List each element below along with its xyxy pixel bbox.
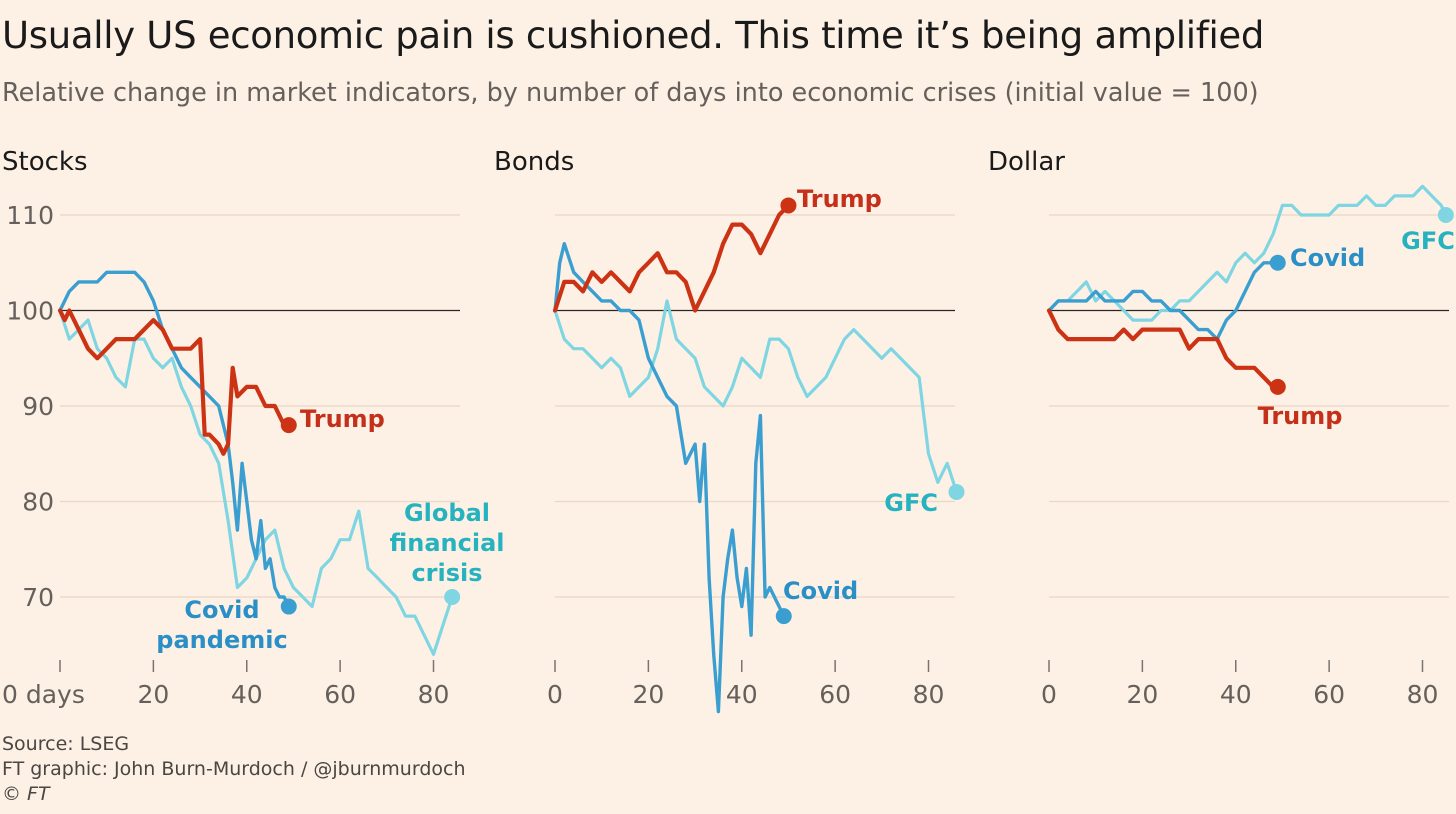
copyright-note: © FT <box>2 783 50 805</box>
series-line-dollar-trump <box>1046 308 1280 389</box>
xtick-label-stocks-80: 80 <box>418 680 450 709</box>
series-line-bonds-trump <box>552 203 791 313</box>
series-label-stocks-covid: Covid <box>184 596 259 624</box>
footer: Source: LSEG FT graphic: John Burn-Murdo… <box>2 732 466 807</box>
series-end-dot-bonds-covid <box>775 608 792 625</box>
series-line-dollar-covid <box>1047 261 1280 341</box>
series-label-stocks-trump: Trump <box>300 405 385 433</box>
xtick-label-dollar-40: 40 <box>1220 680 1252 709</box>
xtick-label-bonds-0: 0 <box>547 680 563 709</box>
ytick-label-100: 100 <box>6 297 54 326</box>
xtick-label-dollar-20: 20 <box>1126 680 1158 709</box>
xtick-label-dollar-60: 60 <box>1313 680 1345 709</box>
series-end-dot-bonds-gfc <box>948 483 965 500</box>
xtick-label-dollar-80: 80 <box>1407 680 1439 709</box>
panel-title-dollar: Dollar <box>988 147 1065 177</box>
xtick-label-bonds-40: 40 <box>726 680 758 709</box>
series-label-bonds-trump: Trump <box>797 185 882 213</box>
xtick-label-stocks-60: 60 <box>324 680 356 709</box>
xtick-label-bonds-80: 80 <box>913 680 945 709</box>
xtick-label-stocks-0: 0 days <box>2 680 85 709</box>
series-end-dot-stocks-gfc <box>444 589 461 605</box>
xtick-label-stocks-40: 40 <box>231 680 263 709</box>
credit-note: FT graphic: John Burn-Murdoch / @jburnmu… <box>2 758 466 780</box>
page-title: Usually US economic pain is cushioned. T… <box>2 14 1265 57</box>
series-end-dot-dollar-trump <box>1269 378 1286 395</box>
series-end-dot-dollar-covid <box>1269 254 1286 271</box>
series-label-dollar-covid: Covid <box>1290 244 1365 272</box>
xtick-label-bonds-60: 60 <box>819 680 851 709</box>
panel-bonds: Bonds 0 20 40 60 80 GFC Covid Trump <box>494 147 965 714</box>
series-end-dot-bonds-trump <box>780 197 797 214</box>
ytick-label-110: 110 <box>6 201 54 230</box>
panel-title-bonds: Bonds <box>494 147 574 177</box>
series-label-bonds-covid: Covid <box>783 577 858 605</box>
series-label-dollar-gfc: GFC <box>1401 227 1455 255</box>
series-end-dot-stocks-trump <box>280 417 297 434</box>
xtick-label-bonds-20: 20 <box>632 680 664 709</box>
series-label-stocks-gfc: financial <box>389 529 504 557</box>
series-label-stocks-gfc: crisis <box>411 559 482 587</box>
series-line-stocks-trump <box>57 308 291 456</box>
ytick-label-80: 80 <box>22 488 54 517</box>
ytick-label-70: 70 <box>22 583 54 612</box>
series-end-dot-dollar-gfc <box>1437 207 1454 223</box>
page-subtitle: Relative change in market indicators, by… <box>2 78 1259 108</box>
source-note: Source: LSEG <box>2 733 130 755</box>
series-line-bonds-covid <box>553 241 786 714</box>
ytick-label-90: 90 <box>22 392 54 421</box>
xtick-label-dollar-0: 0 <box>1041 680 1057 709</box>
series-label-stocks-covid: pandemic <box>156 626 287 654</box>
series-label-bonds-gfc: GFC <box>884 489 938 517</box>
xtick-label-stocks-20: 20 <box>137 680 169 709</box>
panel-title-stocks: Stocks <box>2 147 88 177</box>
series-label-stocks-gfc: Global <box>404 499 490 527</box>
series-label-dollar-trump: Trump <box>1258 402 1343 430</box>
panel-dollar: Dollar 0 20 40 60 80 GFC Covid Trump <box>988 147 1455 709</box>
series-line-stocks-covid <box>58 270 291 609</box>
series-line-bonds-gfc <box>553 299 959 494</box>
series-end-dot-stocks-covid <box>280 598 297 615</box>
panel-stocks: Stocks 70 80 90 100 110 0 days 20 40 60 80 Globalfi… <box>2 147 505 709</box>
